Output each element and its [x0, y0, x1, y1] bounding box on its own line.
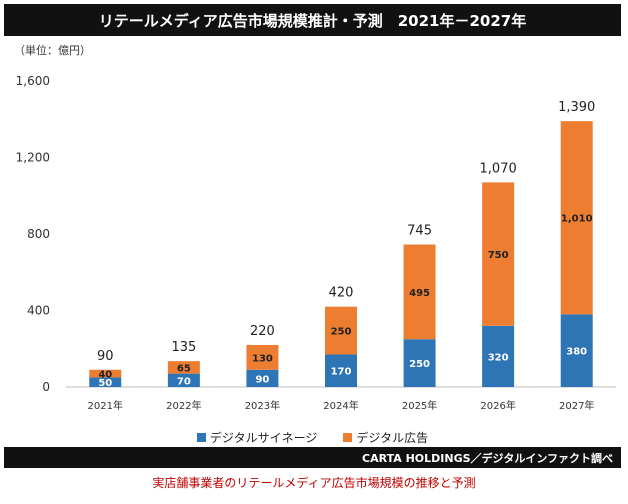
source-text: CARTA HOLDINGS／デジタルインファクト調べ: [362, 451, 613, 465]
legend-item-digital-ads: デジタル広告: [343, 429, 428, 446]
bar-segment-digital-ads: [167, 361, 200, 374]
bar-segment-digital-ads: [246, 344, 279, 370]
source-bar: CARTA HOLDINGS／デジタルインファクト調べ: [4, 447, 621, 468]
data-label-digital-ads: 250: [331, 327, 352, 338]
x-tick-label: 2022年: [166, 399, 201, 412]
data-label-digital-signage: 320: [488, 352, 509, 363]
bar-segment-digital-signage: [167, 373, 200, 387]
bar-segment-digital-ads: [403, 244, 436, 340]
figure-caption: 実店舗事業者のリテールメディア広告市場規模の推移と予測: [152, 476, 476, 490]
bar-segment-digital-ads: [560, 121, 593, 315]
bar-segment-digital-signage: [325, 354, 357, 387]
total-label: 1,070: [480, 161, 517, 176]
total-label: 135: [171, 340, 196, 355]
legend-label-digital-ads: デジタル広告: [356, 431, 429, 445]
legend-item-digital-signage: デジタルサイネージ: [196, 429, 318, 446]
bar-segment-digital-signage: [246, 369, 279, 387]
y-tick-label: 0: [42, 380, 50, 394]
y-tick-label: 800: [27, 227, 50, 241]
x-tick-label: 2021年: [88, 399, 123, 412]
data-label-digital-signage: 70: [177, 376, 191, 387]
legend-swatch-digital-signage: [196, 433, 206, 442]
bar-segment-digital-ads: [482, 182, 515, 326]
total-label: 1,390: [558, 100, 595, 115]
bar-segment-digital-signage: [560, 314, 593, 387]
total-label: 90: [97, 349, 114, 364]
chart-frame: リテールメディア広告市場規模推計・予測 2021年－2027年 （単位：億円） …: [4, 4, 621, 468]
bar-segment-digital-signage: [89, 377, 122, 387]
y-tick-label: 1,200: [16, 151, 50, 165]
bar-segment-digital-ads: [89, 369, 122, 378]
y-tick-label: 1,600: [16, 74, 50, 88]
data-label-digital-signage: 50: [98, 378, 112, 389]
total-label: 420: [329, 286, 354, 301]
legend: デジタルサイネージ デジタル広告: [4, 429, 621, 446]
bar-segment-digital-signage: [403, 339, 436, 387]
data-label-digital-signage: 250: [409, 359, 430, 370]
chart-title-bar: リテールメディア広告市場規模推計・予測 2021年－2027年: [4, 4, 621, 36]
data-label-digital-ads: 750: [488, 250, 509, 261]
x-tick-label: 2023年: [245, 399, 280, 412]
data-label-digital-signage: 380: [566, 347, 587, 358]
chart-title: リテールメディア広告市場規模推計・予測 2021年－2027年: [98, 11, 527, 30]
data-label-digital-signage: 170: [331, 367, 352, 378]
data-label-digital-ads: 495: [409, 288, 430, 299]
x-tick-label: 2027年: [559, 399, 594, 412]
y-tick-label: 400: [27, 304, 50, 318]
total-label: 745: [407, 224, 432, 239]
data-label-digital-ads: 1,010: [561, 214, 593, 225]
data-label-digital-ads: 65: [177, 363, 191, 374]
total-label: 220: [250, 324, 275, 339]
legend-swatch-digital-ads: [343, 433, 353, 442]
x-tick-label: 2025年: [402, 399, 437, 412]
data-label-digital-ads: 40: [98, 370, 112, 381]
x-tick-label: 2026年: [480, 399, 515, 412]
legend-label-digital-signage: デジタルサイネージ: [209, 431, 318, 445]
unit-label: （単位：億円）: [14, 44, 91, 57]
data-label-digital-ads: 130: [252, 353, 273, 364]
bar-segment-digital-signage: [482, 325, 515, 387]
bar-segment-digital-ads: [325, 306, 357, 355]
x-tick-label: 2024年: [323, 399, 358, 412]
data-label-digital-signage: 90: [255, 374, 269, 385]
